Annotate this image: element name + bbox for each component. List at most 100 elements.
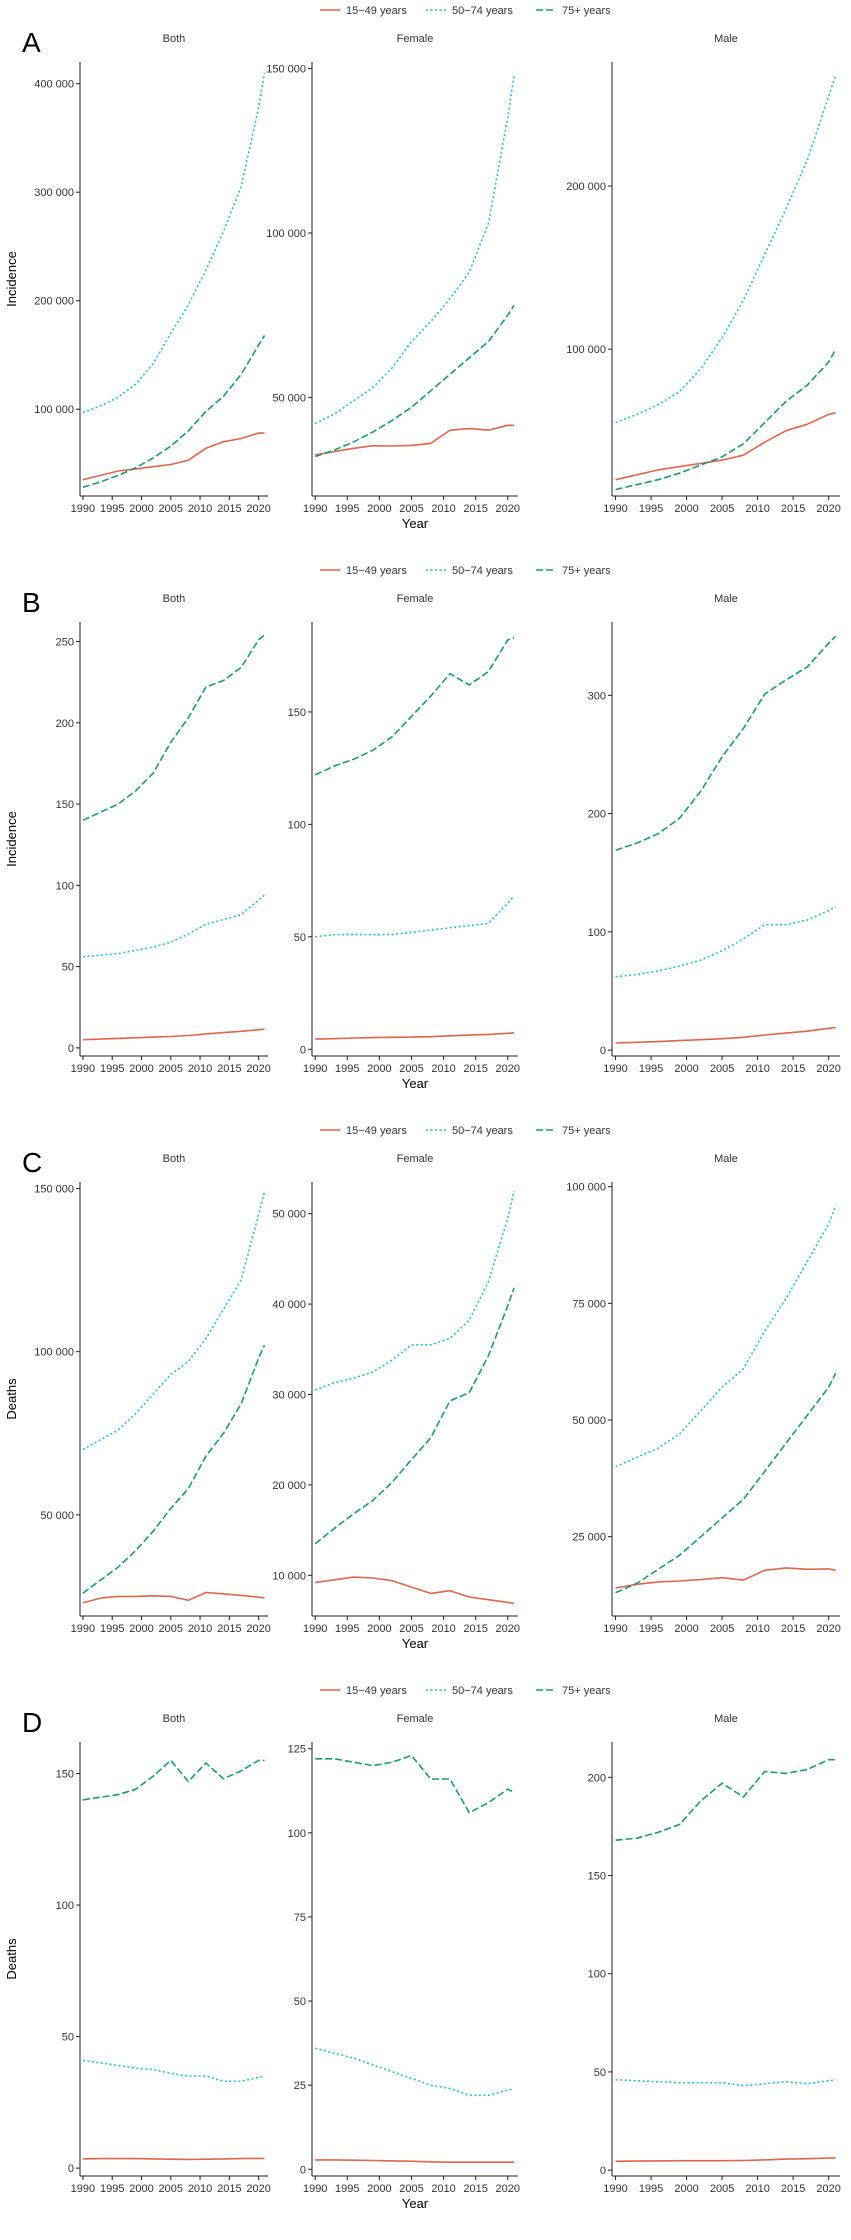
y-tick-label: 150 [56, 799, 74, 811]
y-tick-label: 50 [62, 962, 74, 974]
x-tick-label: 2005 [399, 2183, 423, 2195]
legend: 15−49 years 50−74 years 75+ years [320, 565, 611, 577]
x-tick-label: 1995 [639, 1623, 663, 1635]
series-line-15-49 [315, 2159, 515, 2163]
x-tick-label: 2005 [159, 503, 183, 515]
y-tick-label: 100 [288, 819, 306, 831]
x-tick-label: 1995 [100, 2183, 124, 2195]
facet-title: Female [397, 1713, 434, 1725]
y-tick-label: 150 000 [266, 64, 306, 76]
facet-female: Female 10 000 20 000 30 000 40 000 50 000 1990… [272, 1153, 520, 1635]
x-tick-label: 1995 [335, 1063, 359, 1075]
panel-A: 15−49 years 50−74 years 75+ years A Incidenc… [4, 5, 841, 531]
y-tick-label: 25 [294, 2080, 306, 2092]
x-axis-title: Year [402, 2196, 429, 2211]
y-tick-label: 100 000 [34, 404, 74, 416]
y-tick-label: 100 000 [566, 344, 606, 356]
panel-label: D [22, 1707, 42, 1738]
legend-label: 15−49 years [346, 1685, 407, 1697]
y-tick-label: 50 000 [272, 1209, 306, 1221]
x-tick-label: 2010 [188, 2183, 212, 2195]
facet-both: Both 50 000 100 000 150 000 1990 1995 2000 2005… [34, 1153, 271, 1635]
facet-title: Male [714, 1713, 738, 1725]
x-tick-label: 2020 [816, 503, 840, 515]
series-line-75plus [615, 1372, 837, 1594]
legend-label: 75+ years [562, 565, 611, 577]
y-tick-label: 100 [588, 927, 606, 939]
series-line-15-49 [82, 432, 265, 481]
x-tick-label: 2010 [745, 1063, 769, 1075]
facet-female: Female 0 25 50 75 100 125 1990 1995 2000 2005 2010 2… [288, 1713, 520, 2195]
y-tick-label: 0 [600, 1045, 606, 1057]
x-tick-label: 2005 [710, 2183, 734, 2195]
x-tick-label: 2015 [217, 1623, 241, 1635]
legend-label: 50−74 years [452, 5, 513, 17]
x-tick-label: 2010 [745, 503, 769, 515]
x-tick-label: 2010 [745, 1623, 769, 1635]
x-tick-label: 2020 [246, 1063, 270, 1075]
facet-title: Male [714, 33, 738, 45]
legend-label: 75+ years [562, 1685, 611, 1697]
series-line-15-49 [315, 424, 515, 456]
x-tick-label: 2020 [495, 2183, 519, 2195]
series-line-75plus [615, 1758, 836, 1841]
y-tick-label: 50 000 [572, 1415, 606, 1427]
y-tick-label: 200 [56, 718, 74, 730]
x-tick-label: 2000 [674, 1623, 698, 1635]
y-tick-label: 30 000 [272, 1389, 306, 1401]
legend-label: 15−49 years [346, 5, 407, 17]
x-tick-label: 2000 [367, 1063, 391, 1075]
panel-label: B [22, 587, 41, 618]
series-line-75plus [82, 1344, 266, 1594]
x-tick-label: 1990 [603, 503, 627, 515]
x-tick-label: 2020 [816, 1623, 840, 1635]
facet-title: Male [714, 593, 738, 605]
legend-label: 15−49 years [346, 565, 407, 577]
y-tick-label: 0 [68, 2163, 74, 2175]
x-tick-label: 2005 [159, 1063, 183, 1075]
series-line-75plus [314, 1287, 515, 1545]
x-tick-label: 1995 [639, 503, 663, 515]
x-tick-label: 2015 [217, 2183, 241, 2195]
series-line-50-74 [315, 895, 515, 938]
y-tick-label: 20 000 [272, 1480, 306, 1492]
y-tick-label: 50 [294, 1996, 306, 2008]
series-line-15-49 [315, 1032, 515, 1040]
series-line-15-49 [315, 1576, 515, 1605]
x-tick-label: 1990 [303, 503, 327, 515]
y-tick-label: 150 [588, 1871, 606, 1883]
x-tick-label: 1995 [100, 1063, 124, 1075]
x-tick-label: 2020 [495, 503, 519, 515]
x-tick-label: 1990 [603, 1623, 627, 1635]
x-tick-label: 2015 [463, 1623, 487, 1635]
x-tick-label: 2015 [463, 1063, 487, 1075]
series-line-15-49 [615, 1026, 836, 1044]
legend-label: 50−74 years [452, 565, 513, 577]
y-tick-label: 150 [56, 1769, 74, 1781]
x-tick-label: 2000 [129, 1623, 153, 1635]
x-tick-label: 1990 [71, 2183, 95, 2195]
facet-title: Both [163, 593, 186, 605]
series-line-50-74 [82, 894, 266, 958]
x-tick-label: 2015 [463, 2183, 487, 2195]
x-tick-label: 2015 [781, 503, 805, 515]
x-tick-label: 2020 [816, 2183, 840, 2195]
x-tick-label: 2010 [431, 1063, 455, 1075]
x-axis-title: Year [402, 516, 429, 531]
x-tick-label: 1995 [100, 1623, 124, 1635]
x-tick-label: 2010 [745, 2183, 769, 2195]
y-axis-title: Incidence [4, 251, 19, 307]
x-tick-label: 2005 [710, 1063, 734, 1075]
legend-label: 50−74 years [452, 1685, 513, 1697]
series-line-75plus [314, 636, 515, 776]
x-tick-label: 2020 [246, 1623, 270, 1635]
x-tick-label: 2005 [399, 1063, 423, 1075]
y-tick-label: 25 000 [572, 1532, 606, 1544]
x-axis-title: Year [402, 1636, 429, 1651]
x-tick-label: 2015 [781, 2183, 805, 2195]
facet-title: Both [163, 33, 186, 45]
panel-C: 15−49 years 50−74 years 75+ years C Deaths Ye… [4, 1125, 841, 1651]
series-line-50-74 [82, 1191, 266, 1451]
y-tick-label: 150 000 [34, 1184, 74, 1196]
x-tick-label: 1995 [335, 503, 359, 515]
